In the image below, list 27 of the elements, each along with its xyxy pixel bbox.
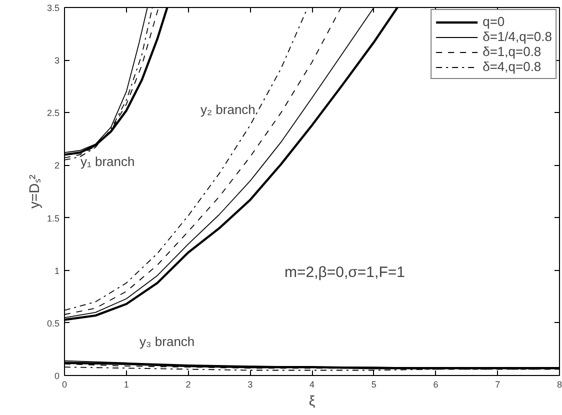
annotation: y₂ branch (200, 102, 256, 117)
x-tick-label: 3 (248, 380, 253, 390)
annotation: m=2,β=0,σ=1,F=1 (284, 264, 405, 281)
y-tick-label: 1.5 (46, 213, 60, 224)
y-tick-label: 1 (54, 266, 60, 276)
x-tick-label: 7 (495, 380, 500, 390)
x-tick-label: 6 (433, 380, 438, 390)
y-tick-label: 2.5 (46, 108, 60, 118)
y-axis-title: y=Dₛ² (26, 174, 42, 208)
legend-label: δ=1,q=0.8 (482, 44, 542, 59)
x-tick-label: 4 (309, 380, 315, 390)
y-tick-label: 3 (54, 56, 60, 66)
annotation: y₁ branch (80, 154, 135, 169)
x-axis-title: ξ (308, 392, 316, 408)
y-tick-label: 0.5 (46, 318, 60, 328)
y-tick-label: 0 (54, 371, 60, 381)
x-tick-label: 1 (124, 380, 129, 390)
x-tick-label: 2 (186, 380, 191, 390)
x-tick-label: 8 (556, 380, 562, 390)
x-tick-label: 0 (62, 380, 68, 390)
legend-label: δ=4,q=0.8 (482, 59, 542, 74)
y-tick-label: 2 (54, 160, 60, 171)
legend-label: δ=1/4,q=0.8 (482, 29, 552, 44)
annotation: y₃ branch (140, 334, 195, 349)
x-tick-label: 5 (371, 380, 376, 390)
y-tick-label: 3.5 (46, 3, 60, 13)
legend-label: q=0 (482, 14, 505, 29)
